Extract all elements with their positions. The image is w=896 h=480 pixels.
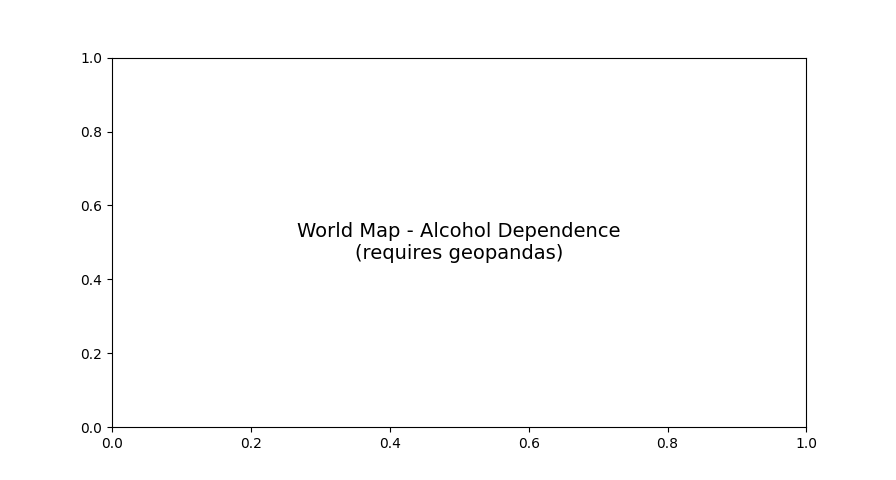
Text: World Map - Alcohol Dependence
(requires geopandas): World Map - Alcohol Dependence (requires…: [297, 222, 621, 263]
